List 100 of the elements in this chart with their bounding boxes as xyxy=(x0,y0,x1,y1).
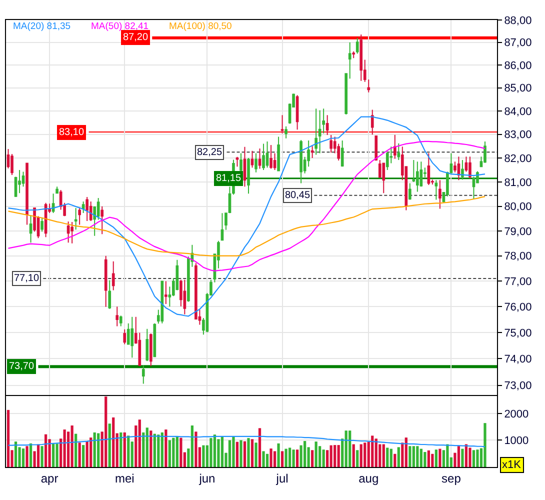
bar xyxy=(431,454,434,467)
candlestick xyxy=(89,200,92,222)
bar xyxy=(344,430,348,467)
bar xyxy=(82,445,85,467)
bar xyxy=(236,442,239,467)
candlestick xyxy=(330,134,332,154)
bar xyxy=(484,423,486,467)
candlestick xyxy=(266,140,269,168)
y-tick-label: 82,00 xyxy=(504,152,532,165)
line-series xyxy=(8,140,486,272)
candlestick xyxy=(74,208,78,230)
candlestick xyxy=(382,162,386,194)
bar xyxy=(386,448,389,467)
bar xyxy=(273,451,276,467)
ref-line-label: 83,10 xyxy=(59,127,84,138)
x-tick-label: apr xyxy=(40,471,58,486)
bar xyxy=(213,434,216,467)
ref-line-label: 82,25 xyxy=(197,147,222,158)
bar xyxy=(262,451,265,467)
y-tick-label: 75,00 xyxy=(504,327,532,340)
candlestick xyxy=(112,260,115,291)
y-tick-label: 76,00 xyxy=(504,301,532,314)
candlestick xyxy=(296,94,299,130)
bar xyxy=(180,438,182,467)
candlestick xyxy=(194,262,198,320)
bar xyxy=(36,444,40,467)
candlestick xyxy=(220,212,224,242)
ref-line-label: 87,20 xyxy=(123,32,148,43)
bar xyxy=(172,438,175,467)
candlestick xyxy=(408,182,412,200)
candlestick xyxy=(160,280,164,324)
candlestick xyxy=(356,37,359,54)
y-tick-label: 74,00 xyxy=(504,354,532,366)
candlestick xyxy=(434,180,438,200)
candlestick xyxy=(427,152,430,186)
bar xyxy=(277,443,280,467)
bar xyxy=(63,429,66,467)
bar xyxy=(44,434,48,467)
candlestick xyxy=(416,161,419,192)
ref-line-label: 77,10 xyxy=(14,273,40,284)
candlestick xyxy=(258,148,262,170)
bar xyxy=(472,450,476,467)
bar xyxy=(247,438,250,467)
bar xyxy=(266,454,269,467)
y-tick-label: 78,00 xyxy=(504,250,532,263)
bar xyxy=(438,448,442,467)
bar xyxy=(280,451,284,467)
bar xyxy=(314,442,318,467)
bar xyxy=(153,434,156,467)
candlestick xyxy=(277,136,280,172)
bar xyxy=(150,430,152,467)
candlestick xyxy=(348,42,352,80)
candlestick xyxy=(457,156,460,181)
bar xyxy=(311,450,314,467)
bar xyxy=(322,450,325,467)
candlestick xyxy=(108,280,112,310)
bar xyxy=(123,432,126,467)
bar xyxy=(56,444,58,467)
bar xyxy=(390,448,392,467)
bar xyxy=(420,448,422,467)
candlestick xyxy=(247,158,250,194)
bar xyxy=(120,432,122,467)
candlestick xyxy=(29,214,32,244)
bar xyxy=(220,436,224,467)
candlestick xyxy=(314,108,318,156)
x-tick-label: jun xyxy=(198,471,216,486)
bar xyxy=(22,448,25,467)
candlestick xyxy=(280,114,284,134)
bar xyxy=(404,438,408,467)
bar xyxy=(300,445,302,467)
y-tick-label: 86,00 xyxy=(504,60,532,72)
candlestick xyxy=(438,180,442,210)
y-tick-label: 83,00 xyxy=(504,129,532,142)
candlestick xyxy=(119,315,122,327)
bar xyxy=(104,396,108,467)
text: x1K xyxy=(502,459,522,471)
candlestick xyxy=(52,193,55,214)
candlestick xyxy=(254,152,258,173)
text: MA(20) 81,35 xyxy=(13,21,71,32)
x-tick-label: aug xyxy=(358,471,379,486)
bar xyxy=(303,441,306,467)
bar xyxy=(26,446,28,467)
candlestick xyxy=(100,206,104,235)
y-tick-label: 77,00 xyxy=(504,276,532,288)
bar xyxy=(464,444,468,467)
candlestick xyxy=(326,114,329,136)
candlestick xyxy=(123,328,126,345)
candlestick xyxy=(104,255,108,308)
candlestick xyxy=(116,306,119,327)
y-tick-label: 85,00 xyxy=(504,82,532,95)
candlestick xyxy=(153,322,156,358)
candlestick xyxy=(393,134,396,160)
candlestick xyxy=(40,218,44,232)
bar xyxy=(397,447,400,467)
candlestick xyxy=(310,146,314,159)
candlestick xyxy=(149,333,152,367)
bar xyxy=(138,420,141,467)
candlestick xyxy=(370,109,374,136)
bar xyxy=(240,440,242,467)
line-series xyxy=(8,436,486,448)
